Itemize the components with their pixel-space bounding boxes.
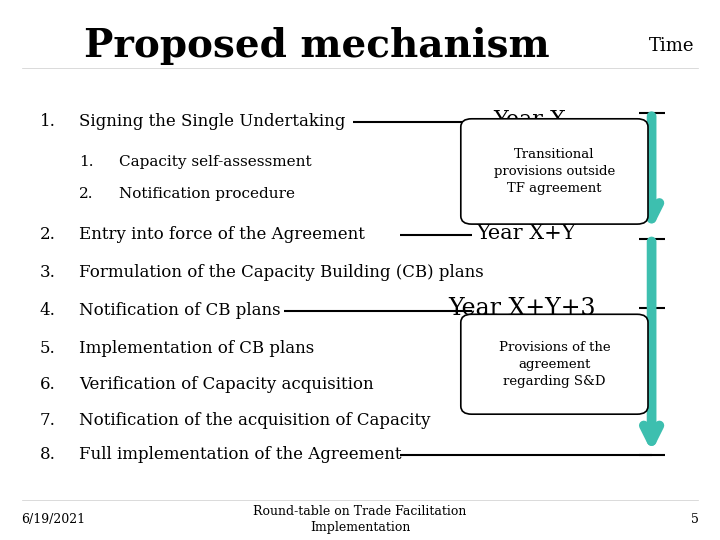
Text: 4.: 4. <box>40 302 55 319</box>
Text: 1.: 1. <box>79 155 94 169</box>
Text: Entry into force of the Agreement: Entry into force of the Agreement <box>79 226 365 244</box>
Text: Time: Time <box>649 37 695 55</box>
FancyBboxPatch shape <box>461 119 648 224</box>
Text: Notification procedure: Notification procedure <box>119 187 294 201</box>
Text: Verification of Capacity acquisition: Verification of Capacity acquisition <box>79 376 374 393</box>
Text: 6.: 6. <box>40 376 55 393</box>
Text: Transitional
provisions outside
TF agreement: Transitional provisions outside TF agree… <box>494 148 615 195</box>
Text: Provisions of the
agreement
regarding S&D: Provisions of the agreement regarding S&… <box>498 341 611 388</box>
Text: Year X: Year X <box>492 109 566 131</box>
Text: Notification of CB plans: Notification of CB plans <box>79 302 281 319</box>
Text: Round-table on Trade Facilitation
Implementation: Round-table on Trade Facilitation Implem… <box>253 505 467 534</box>
Text: Year X+Y+3: Year X+Y+3 <box>449 298 595 320</box>
Text: Signing the Single Undertaking: Signing the Single Undertaking <box>79 113 346 130</box>
Text: 8.: 8. <box>40 446 55 463</box>
Text: Implementation of CB plans: Implementation of CB plans <box>79 340 315 357</box>
Text: Capacity self-assessment: Capacity self-assessment <box>119 155 312 169</box>
Text: 2.: 2. <box>79 187 94 201</box>
Text: Formulation of the Capacity Building (CB) plans: Formulation of the Capacity Building (CB… <box>79 264 484 281</box>
Text: 5.: 5. <box>40 340 55 357</box>
Text: 5: 5 <box>690 513 698 526</box>
FancyBboxPatch shape <box>461 314 648 414</box>
Text: 1.: 1. <box>40 113 55 130</box>
Text: Proposed mechanism: Proposed mechanism <box>84 27 549 65</box>
Text: Full implementation of the Agreement: Full implementation of the Agreement <box>79 446 402 463</box>
Text: Notification of the acquisition of Capacity: Notification of the acquisition of Capac… <box>79 411 431 429</box>
Text: 2.: 2. <box>40 226 55 244</box>
Text: 3.: 3. <box>40 264 55 281</box>
Text: Year X+Y: Year X+Y <box>476 224 575 244</box>
Text: 7.: 7. <box>40 411 55 429</box>
Text: 6/19/2021: 6/19/2021 <box>22 513 86 526</box>
